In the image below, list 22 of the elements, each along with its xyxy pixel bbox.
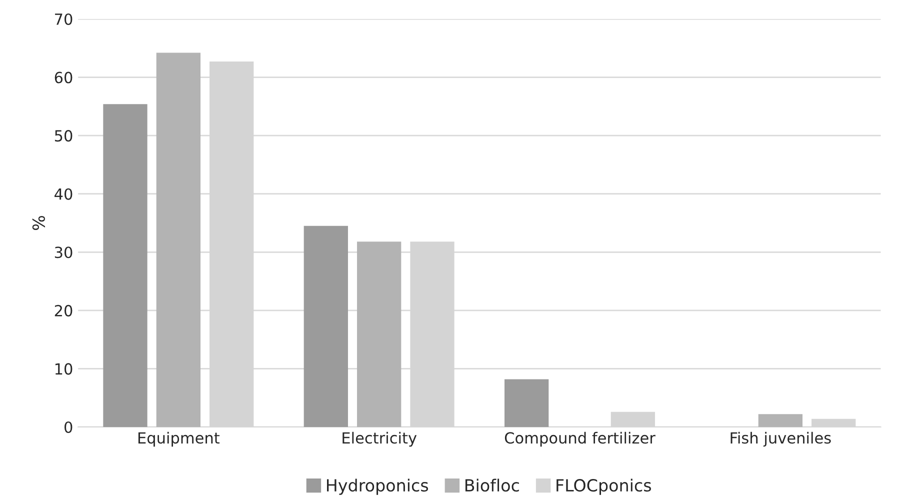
x-tick-label: Compound fertilizer: [504, 432, 656, 447]
legend-label: Hydroponics: [327, 478, 428, 495]
bar: [357, 242, 402, 427]
y-tick-label: 20: [54, 304, 72, 316]
y-tick-label: 50: [54, 130, 72, 142]
bar: [504, 379, 549, 427]
y-tick-label: 40: [54, 188, 72, 200]
y-tick-label: 0: [64, 421, 72, 434]
y-axis-title: %: [32, 216, 45, 230]
legend-label: Biofloc: [465, 478, 519, 492]
y-tick-label: 60: [54, 72, 72, 84]
x-tick-label: Electricity: [342, 432, 417, 447]
x-tick-label: Equipment: [138, 432, 220, 447]
y-tick-label: 10: [55, 363, 72, 375]
bar: [103, 104, 148, 427]
y-tick-label: 30: [54, 246, 72, 258]
y-tick-label: 70: [55, 13, 72, 26]
bar: [758, 414, 802, 427]
bar: [156, 52, 200, 427]
bar: [304, 226, 348, 427]
x-tick-label: Fish juveniles: [730, 432, 831, 447]
legend-label: FLOCponics: [556, 478, 651, 495]
